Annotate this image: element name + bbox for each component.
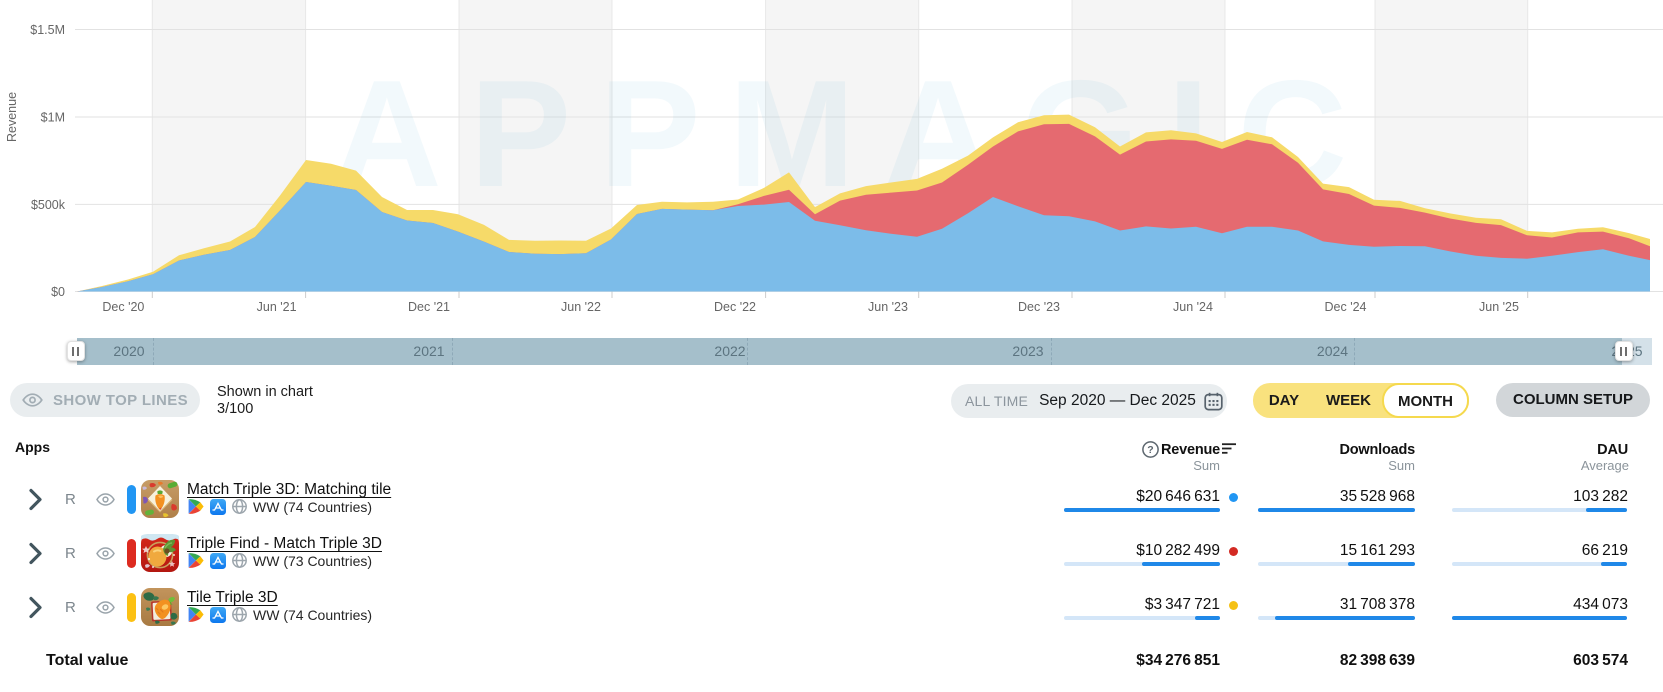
svg-text:Jun '23: Jun '23 bbox=[868, 300, 908, 314]
svg-text:Dec '23: Dec '23 bbox=[1018, 300, 1060, 314]
svg-text:$1M: $1M bbox=[41, 111, 65, 125]
svg-text:Revenue: Revenue bbox=[5, 92, 19, 142]
svg-text:Dec '24: Dec '24 bbox=[1325, 300, 1367, 314]
svg-text:Dec '21: Dec '21 bbox=[408, 300, 450, 314]
svg-text:$0: $0 bbox=[51, 285, 65, 299]
svg-text:Dec '22: Dec '22 bbox=[714, 300, 756, 314]
svg-text:$500k: $500k bbox=[31, 198, 66, 212]
svg-text:Dec '20: Dec '20 bbox=[102, 300, 144, 314]
svg-text:$1.5M: $1.5M bbox=[30, 23, 65, 37]
svg-text:Jun '22: Jun '22 bbox=[561, 300, 601, 314]
svg-text:?: ? bbox=[1147, 444, 1153, 456]
svg-text:Jun '24: Jun '24 bbox=[1173, 300, 1213, 314]
svg-text:Jun '21: Jun '21 bbox=[257, 300, 297, 314]
svg-text:Jun '25: Jun '25 bbox=[1479, 300, 1519, 314]
